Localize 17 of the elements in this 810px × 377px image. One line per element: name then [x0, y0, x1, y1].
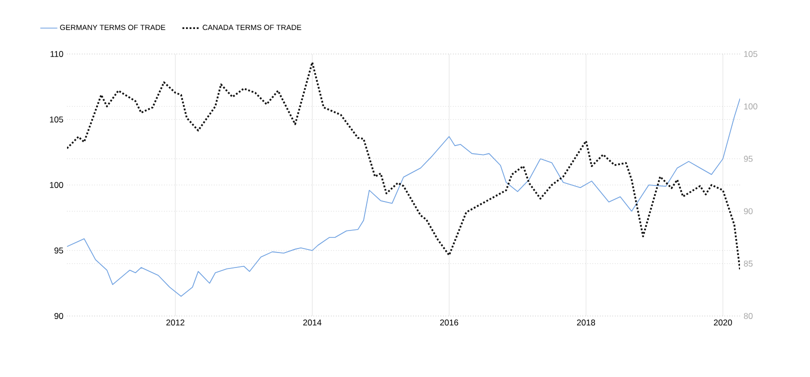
y-tick-label: 105 — [50, 116, 64, 122]
y2-tick-label: 95 — [744, 156, 753, 162]
x-tick-label: 2018 — [577, 320, 596, 326]
y2-tick-label: 105 — [744, 51, 758, 57]
x-tick-label: 2012 — [166, 320, 184, 326]
y-tick-label: 110 — [50, 51, 64, 57]
y2-tick-label: 100 — [744, 103, 758, 110]
y2-tick-label: 85 — [744, 260, 753, 267]
y2-tick-label: 90 — [744, 208, 753, 214]
y-tick-label: 90 — [54, 313, 64, 319]
y-tick-label: 95 — [54, 248, 64, 254]
y2-tick-label: 80 — [744, 313, 753, 319]
x-tick-label: 2016 — [440, 320, 458, 326]
line-series — [67, 98, 740, 297]
x-tick-label: 2014 — [303, 320, 322, 326]
x-tick-label: 2020 — [714, 320, 732, 326]
y-tick-label: 100 — [50, 182, 64, 188]
